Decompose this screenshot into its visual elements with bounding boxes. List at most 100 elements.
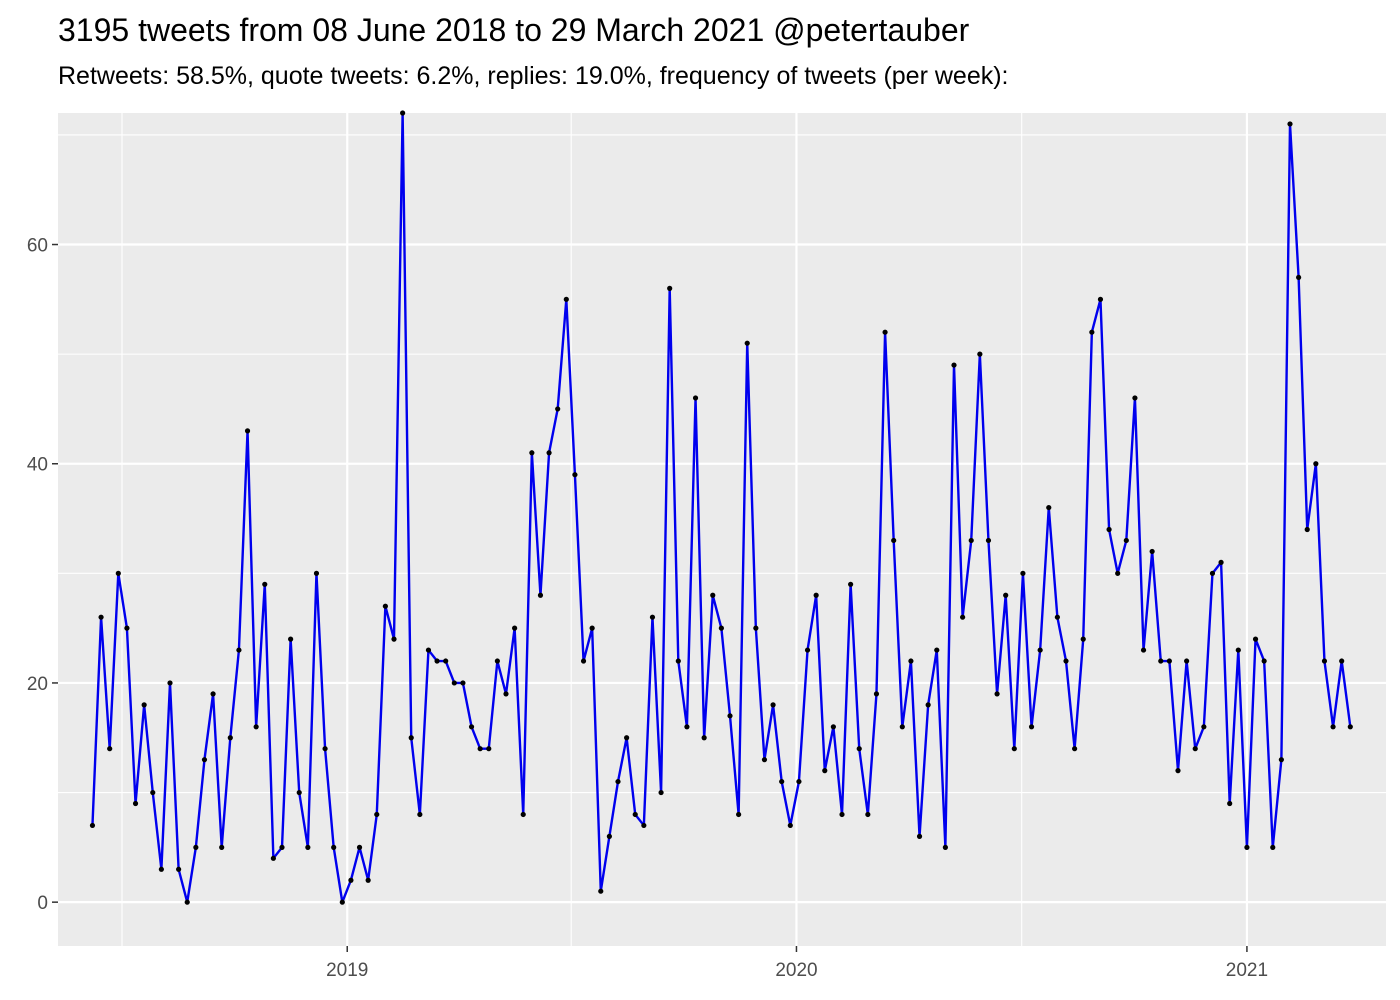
data-point <box>1218 559 1224 565</box>
data-point <box>176 866 182 872</box>
data-point <box>348 877 354 883</box>
x-axis-tick-labels: 2019 2020 2021 <box>326 960 1268 981</box>
data-point <box>486 746 492 752</box>
y-tick-label: 40 <box>27 455 48 476</box>
data-point <box>891 537 897 544</box>
data-point <box>1003 592 1009 598</box>
data-point <box>124 625 130 631</box>
x-tick-label: 2021 <box>1226 960 1268 981</box>
data-point <box>460 680 466 686</box>
x-tick-label: 2020 <box>775 960 817 981</box>
data-point <box>167 680 173 686</box>
data-point <box>1020 570 1026 576</box>
data-point <box>804 647 811 653</box>
data-point <box>649 614 656 620</box>
y-tick-label: 60 <box>27 236 48 257</box>
data-point <box>1158 658 1164 664</box>
data-point <box>288 636 294 642</box>
data-point <box>675 658 681 664</box>
data-point <box>1235 647 1241 653</box>
data-point <box>1330 724 1336 730</box>
data-point <box>727 713 733 719</box>
data-point <box>589 625 595 631</box>
data-point <box>356 844 363 850</box>
data-point <box>1244 844 1250 850</box>
data-point <box>1296 274 1302 281</box>
data-point <box>934 647 940 653</box>
minor-gridlines <box>58 113 1386 946</box>
data-point <box>744 340 750 346</box>
data-point <box>512 625 518 631</box>
data-point <box>580 658 587 664</box>
data-point <box>761 757 768 763</box>
data-point <box>193 844 199 850</box>
data-point <box>503 691 509 697</box>
y-axis-tick-labels: 0 20 40 60 <box>27 236 48 915</box>
data-point <box>227 735 233 741</box>
data-point <box>210 691 216 697</box>
data-point <box>1287 121 1293 127</box>
data-point <box>606 833 612 839</box>
data-point <box>770 702 776 708</box>
data-point <box>1339 658 1345 664</box>
data-point <box>279 844 285 850</box>
data-point <box>244 428 251 434</box>
data-point <box>951 362 957 368</box>
data-point <box>339 899 345 905</box>
data-point <box>1089 329 1095 335</box>
data-point <box>873 691 880 697</box>
data-point <box>968 537 974 544</box>
data-point <box>563 296 569 302</box>
data-point <box>813 592 819 598</box>
data-point <box>1313 461 1319 467</box>
chart-subtitle: Retweets: 58.5%, quote tweets: 6.2%, rep… <box>58 62 1009 90</box>
data-point <box>787 822 793 829</box>
data-point <box>753 625 759 631</box>
data-point <box>1252 636 1259 642</box>
data-point <box>572 472 578 478</box>
data-point <box>1270 844 1276 850</box>
data-point <box>658 789 664 796</box>
data-point <box>822 768 828 774</box>
data-point <box>1072 746 1078 752</box>
data-point <box>667 285 673 291</box>
data-point <box>899 724 905 730</box>
data-point <box>313 570 320 576</box>
data-point <box>494 658 500 664</box>
data-point <box>253 724 259 730</box>
data-point <box>107 746 113 752</box>
data-point <box>615 778 621 785</box>
data-points <box>89 110 1353 905</box>
data-point <box>839 811 845 818</box>
y-tick-label: 20 <box>27 674 48 695</box>
chart-title: 3195 tweets from 08 June 2018 to 29 Marc… <box>58 12 970 48</box>
data-point <box>865 811 871 818</box>
data-point <box>546 450 552 456</box>
data-point <box>391 636 397 642</box>
data-point <box>443 658 449 664</box>
data-point <box>718 625 724 631</box>
data-point <box>184 899 190 905</box>
data-point <box>477 746 483 752</box>
data-point <box>632 811 638 818</box>
data-point <box>1261 658 1267 664</box>
data-point <box>520 811 526 818</box>
data-point <box>1106 526 1112 533</box>
data-point <box>1115 570 1121 576</box>
data-point <box>400 110 406 116</box>
data-point <box>1227 800 1233 807</box>
data-point <box>856 746 862 752</box>
data-point <box>236 647 242 653</box>
data-point <box>331 844 337 850</box>
data-point <box>830 724 836 730</box>
data-point <box>916 833 923 839</box>
data-point <box>434 658 440 664</box>
data-point <box>684 724 690 730</box>
data-point <box>408 735 414 741</box>
data-point <box>1063 658 1069 664</box>
data-point <box>1166 658 1172 664</box>
data-point <box>1054 614 1060 620</box>
data-point <box>115 570 121 576</box>
data-point <box>796 778 802 785</box>
